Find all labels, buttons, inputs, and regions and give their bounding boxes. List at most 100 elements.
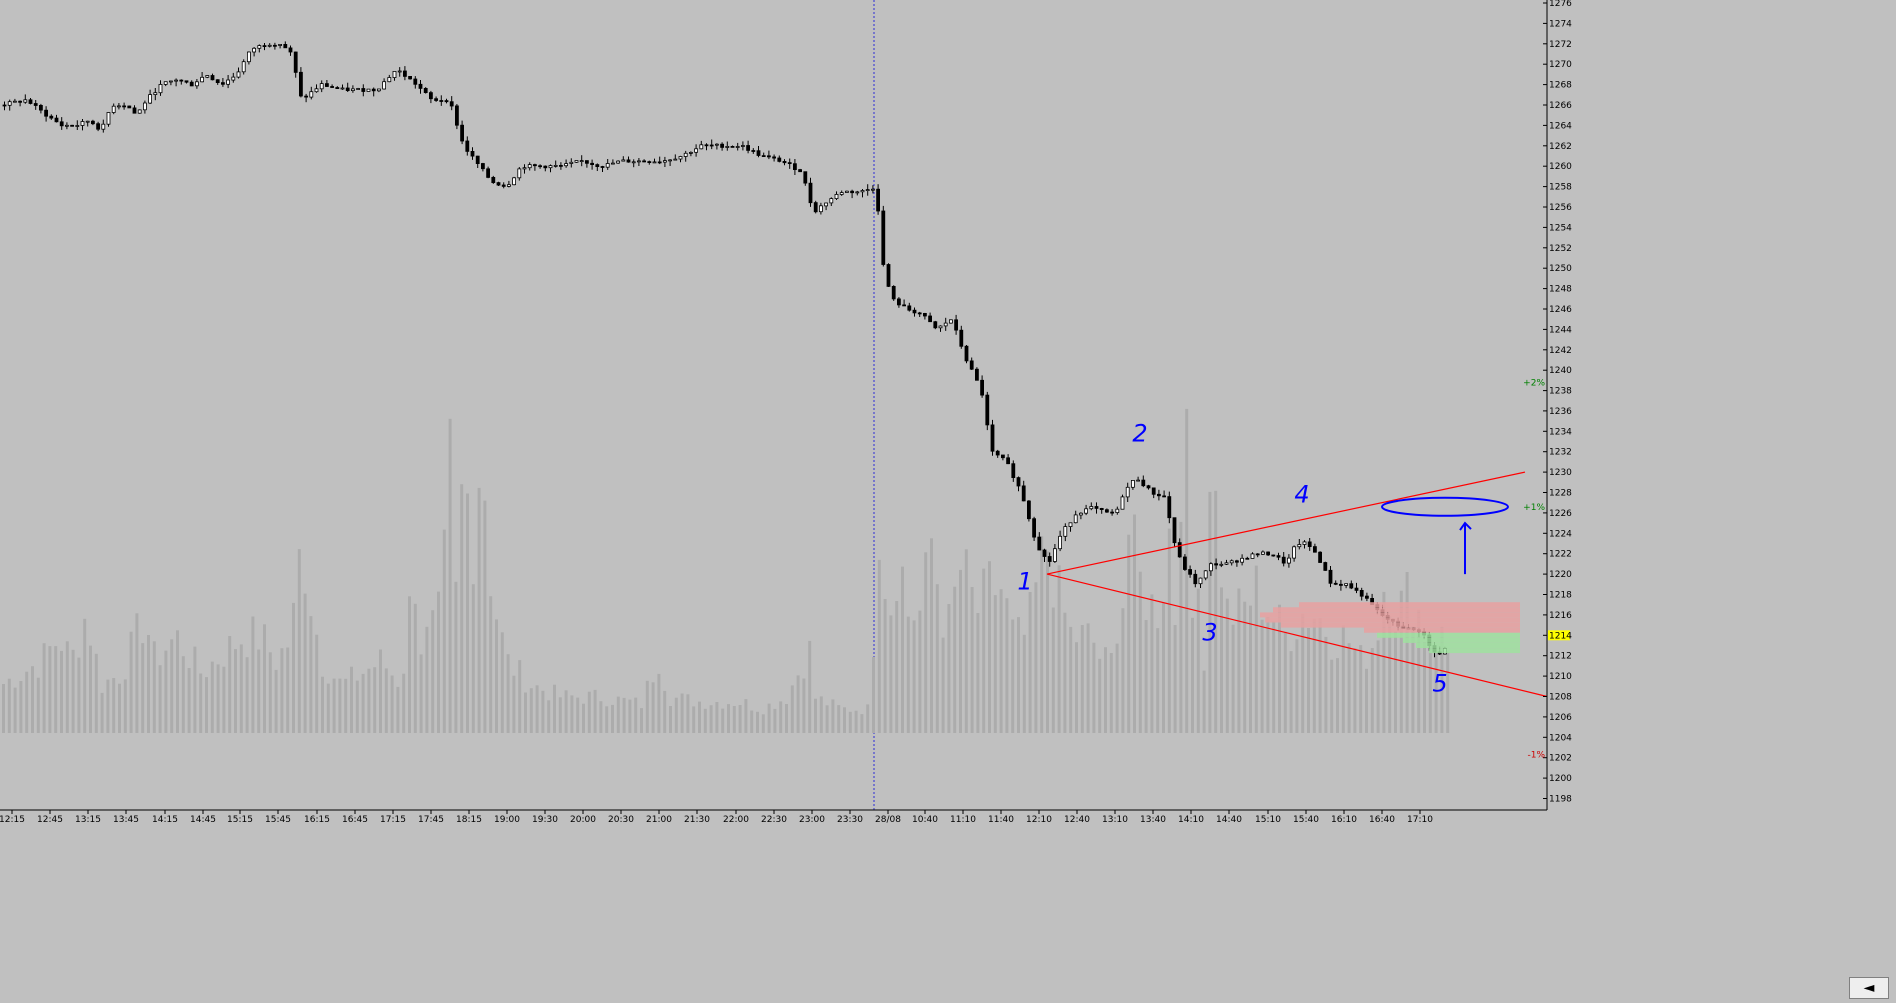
annotation-number: 1 (1017, 567, 1032, 595)
volume-bar (1428, 644, 1432, 733)
candle-body (1016, 477, 1021, 487)
volume-bar (512, 675, 516, 733)
candle-body (819, 205, 823, 213)
candle (678, 155, 683, 163)
volume-bar (709, 705, 713, 733)
candle (1250, 552, 1255, 559)
candle (1188, 565, 1192, 578)
candle (356, 87, 361, 90)
time-tick-label: 23:00 (799, 815, 825, 825)
candle-body (12, 100, 17, 103)
candle (18, 100, 23, 107)
candle (236, 67, 241, 79)
volume-bar (19, 681, 23, 733)
candle (1292, 545, 1296, 562)
candle-body (1292, 546, 1296, 559)
volume-bar (657, 673, 661, 733)
candle-body (1172, 517, 1177, 544)
candle-body (376, 88, 381, 92)
candle (1276, 552, 1281, 561)
candle-body (153, 92, 158, 95)
volume-bar (1202, 670, 1206, 733)
volume-bar (1295, 639, 1299, 733)
price-tick-label: 1224 (1549, 529, 1572, 539)
candle (1084, 504, 1088, 516)
volume-bar (790, 685, 794, 733)
candle-body (1157, 493, 1161, 497)
volume-bar (280, 648, 284, 733)
candle (699, 140, 704, 150)
volume-bar (25, 671, 29, 733)
candle (54, 114, 59, 123)
candle (829, 197, 834, 206)
candle (298, 67, 303, 98)
candle-body (704, 144, 709, 147)
candle-body (1219, 563, 1224, 566)
candle (517, 167, 522, 181)
candle (1089, 502, 1094, 511)
candle-body (824, 202, 828, 207)
candle (65, 122, 69, 130)
candle (189, 80, 194, 87)
time-tick-label: 16:15 (304, 815, 330, 825)
candle-body (418, 83, 423, 89)
volume-bar (1046, 551, 1049, 733)
candle-body (309, 91, 314, 98)
volume-bar (257, 649, 261, 733)
candle-body (65, 124, 69, 127)
candle (1297, 539, 1302, 550)
candle-body (1136, 479, 1140, 482)
volume-bar (118, 683, 121, 733)
candle-body (923, 312, 927, 317)
candle-body (304, 95, 309, 98)
candle (663, 156, 667, 167)
annotation-number: 3 (1202, 618, 1217, 646)
candle (761, 152, 766, 158)
price-candles (2, 41, 1447, 658)
candle (345, 82, 350, 92)
candle (1209, 562, 1213, 576)
candle-body (257, 45, 262, 49)
candle (439, 95, 444, 106)
candle-body (1099, 507, 1104, 510)
price-tick-label: 1250 (1549, 264, 1572, 274)
candle-body (1146, 485, 1151, 489)
candle-body (1261, 551, 1265, 555)
candle (782, 159, 787, 166)
candle-body (839, 192, 844, 195)
volume-bar (228, 636, 232, 733)
candle-body (767, 155, 771, 158)
candle-body (631, 161, 636, 164)
candle-body (1307, 541, 1312, 548)
candle-body (569, 161, 574, 164)
candle (1037, 532, 1042, 551)
volume-bar (669, 706, 672, 733)
candle (1042, 548, 1047, 562)
candle (194, 79, 199, 89)
candle (96, 121, 100, 132)
candle (28, 98, 33, 105)
price-tick-label: 1266 (1549, 101, 1572, 111)
scroll-left-button[interactable]: ◄ (1849, 977, 1889, 999)
volume-bar (495, 619, 498, 733)
candle-body (694, 148, 698, 153)
volume-bar (1005, 598, 1009, 733)
candle (824, 202, 828, 211)
volume-bar (1109, 653, 1113, 733)
candle (101, 119, 106, 133)
price-tick-label: 1204 (1549, 733, 1572, 743)
candle-body (621, 159, 626, 162)
candle (392, 71, 397, 81)
candle (559, 162, 563, 170)
candle (954, 314, 958, 335)
volume-bar (1133, 514, 1136, 733)
volume-bar (848, 711, 852, 733)
candle (527, 162, 532, 171)
candle-body (637, 160, 641, 163)
candle-body (990, 424, 995, 452)
candle (787, 158, 792, 169)
volume-bar (703, 708, 707, 733)
candle (387, 74, 392, 83)
price-tick-label: 1268 (1549, 81, 1572, 91)
volume-bar (802, 678, 806, 733)
